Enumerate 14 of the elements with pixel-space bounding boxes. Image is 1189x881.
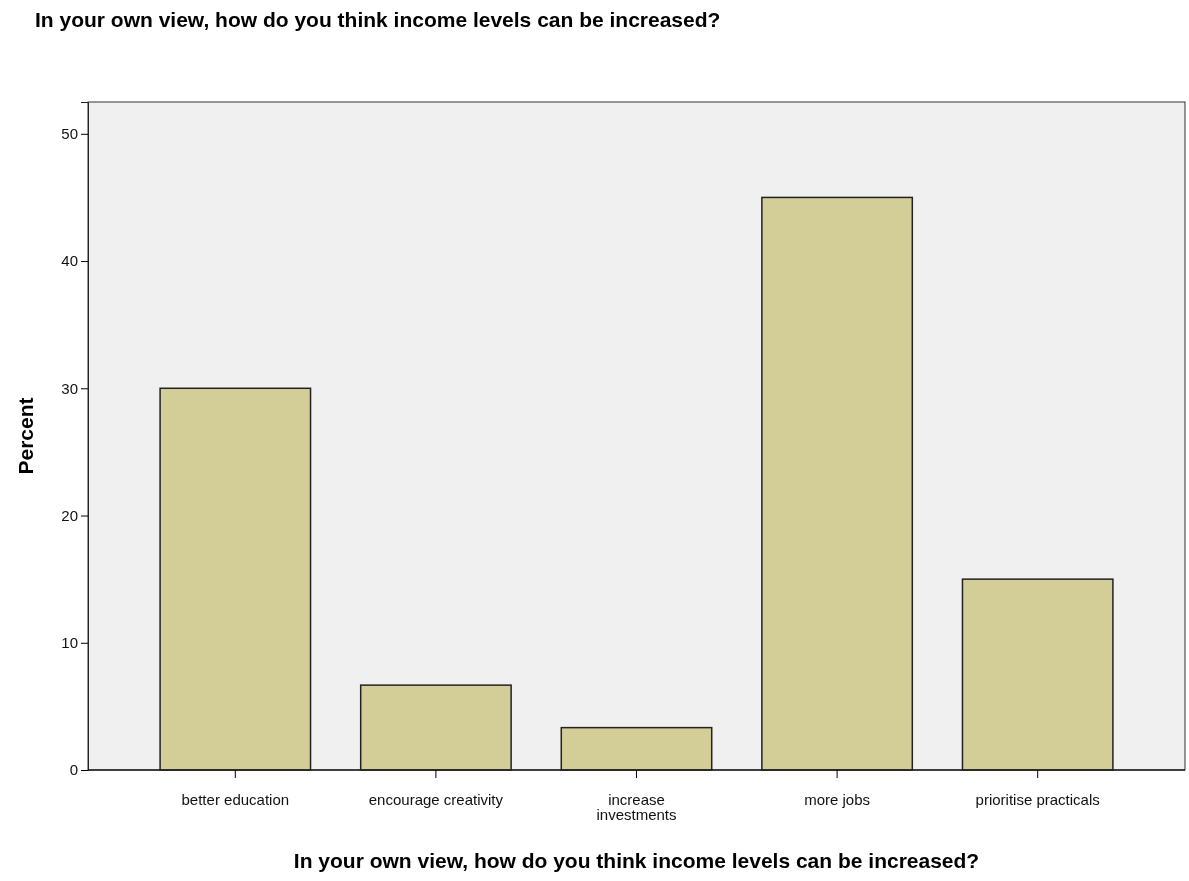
x-tick-label: better education bbox=[181, 791, 290, 808]
chart-title: In your own view, how do you think income levels can be increased? bbox=[35, 8, 721, 31]
x-tick-label: more jobs bbox=[804, 791, 871, 808]
x-tick-label: encourage creativity bbox=[368, 791, 504, 808]
x-tick-label: increase investments bbox=[596, 791, 677, 823]
y-tick-label: 30 bbox=[61, 379, 78, 397]
x-axis-title: In your own view, how do you think income levels can be increased? bbox=[293, 849, 980, 872]
y-tick-label: 20 bbox=[61, 506, 78, 524]
y-tick-label: 50 bbox=[61, 125, 78, 143]
x-tick-label: prioritise practicals bbox=[975, 791, 1100, 808]
y-tick-label: 40 bbox=[61, 252, 78, 270]
y-axis-title: Percent bbox=[14, 397, 37, 475]
y-tick-label: 0 bbox=[69, 761, 78, 779]
y-tick-label: 10 bbox=[61, 634, 78, 652]
